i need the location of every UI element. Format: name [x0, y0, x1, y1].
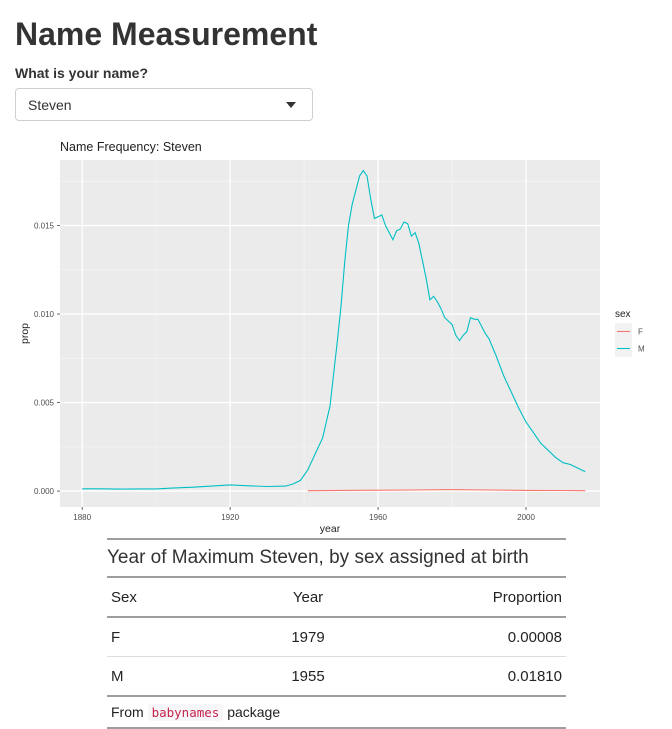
x-tick-label: 1920 — [221, 513, 239, 522]
plot-panel — [60, 160, 600, 507]
y-tick-label: 0.005 — [34, 399, 55, 408]
name-select-value: Steven — [28, 97, 72, 113]
package-name-code: babynames — [147, 704, 224, 721]
header-sex: Sex — [111, 589, 137, 606]
cell-sex: F — [111, 629, 121, 646]
x-tick-label: 1960 — [369, 513, 387, 522]
table-footnote: From babynames package — [107, 697, 566, 729]
cell-year: 1979 — [291, 629, 325, 646]
y-tick-label: 0.015 — [34, 222, 55, 231]
cell-proportion: 0.00008 — [507, 629, 562, 646]
legend-title: sex — [615, 309, 631, 320]
y-tick-label: 0.000 — [34, 487, 55, 496]
table-header-row: Sex Year Proportion — [107, 578, 566, 618]
series-line-m — [82, 169, 586, 490]
table-row: M 1955 0.01810 — [107, 657, 566, 697]
cell-proportion: 0.01810 — [507, 668, 562, 685]
footnote-prefix: From — [111, 704, 144, 720]
legend-label-f: F — [638, 328, 643, 337]
x-tick-label: 1880 — [73, 513, 91, 522]
header-proportion: Proportion — [492, 589, 562, 606]
cell-sex: M — [111, 668, 124, 685]
name-frequency-chart: 1880 1920 1960 2000 0.000 0.005 0.010 0.015 year… — [19, 160, 645, 535]
name-select[interactable]: Steven — [15, 88, 313, 121]
footnote-suffix: package — [227, 704, 281, 720]
cell-year: 1955 — [291, 668, 325, 685]
legend-label-m: M — [638, 345, 645, 354]
chart-title: Name Frequency: Steven — [60, 140, 202, 154]
x-axis-label: year — [320, 523, 341, 535]
page-title: Name Measurement — [15, 16, 318, 52]
header-year: Year — [292, 589, 324, 606]
name-input-label: What is your name? — [15, 65, 149, 81]
table-caption: Year of Maximum Steven, by sex assigned … — [107, 538, 566, 578]
y-tick-label: 0.010 — [34, 310, 55, 319]
max-year-table: Year of Maximum Steven, by sex assigned … — [107, 538, 566, 729]
x-tick-label: 2000 — [517, 513, 535, 522]
y-axis-label: prop — [19, 323, 31, 344]
series-line-f — [307, 489, 586, 492]
table-row: F 1979 0.00008 — [107, 618, 566, 657]
chevron-down-icon — [286, 102, 296, 108]
